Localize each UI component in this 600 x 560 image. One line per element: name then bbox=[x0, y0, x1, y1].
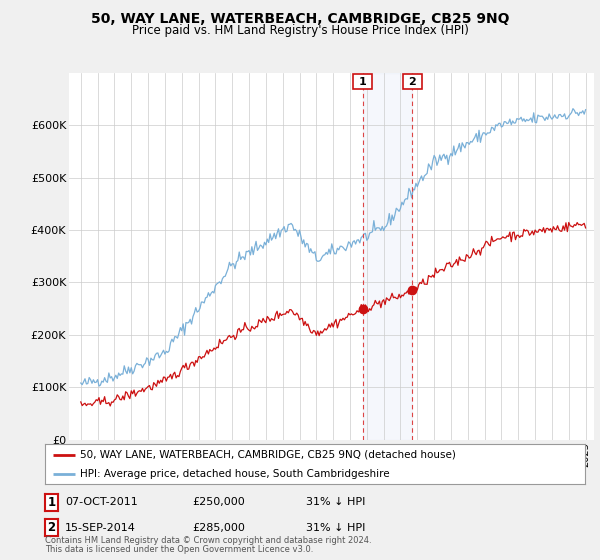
Text: 07-OCT-2011: 07-OCT-2011 bbox=[65, 497, 137, 507]
Text: 31% ↓ HPI: 31% ↓ HPI bbox=[306, 522, 365, 533]
Text: 2: 2 bbox=[409, 77, 416, 87]
Text: Contains HM Land Registry data © Crown copyright and database right 2024.: Contains HM Land Registry data © Crown c… bbox=[45, 536, 371, 545]
FancyBboxPatch shape bbox=[353, 74, 372, 89]
Text: 50, WAY LANE, WATERBEACH, CAMBRIDGE, CB25 9NQ: 50, WAY LANE, WATERBEACH, CAMBRIDGE, CB2… bbox=[91, 12, 509, 26]
Text: 1: 1 bbox=[359, 77, 367, 87]
Text: 50, WAY LANE, WATERBEACH, CAMBRIDGE, CB25 9NQ (detached house): 50, WAY LANE, WATERBEACH, CAMBRIDGE, CB2… bbox=[80, 450, 456, 460]
FancyBboxPatch shape bbox=[403, 74, 422, 89]
Text: £250,000: £250,000 bbox=[192, 497, 245, 507]
Text: Price paid vs. HM Land Registry's House Price Index (HPI): Price paid vs. HM Land Registry's House … bbox=[131, 24, 469, 36]
Text: 1: 1 bbox=[47, 496, 56, 509]
Text: 2: 2 bbox=[47, 521, 56, 534]
Text: HPI: Average price, detached house, South Cambridgeshire: HPI: Average price, detached house, Sout… bbox=[80, 469, 390, 479]
Text: 15-SEP-2014: 15-SEP-2014 bbox=[65, 522, 136, 533]
Bar bbox=[362, 73, 412, 440]
Text: This data is licensed under the Open Government Licence v3.0.: This data is licensed under the Open Gov… bbox=[45, 545, 313, 554]
Text: 31% ↓ HPI: 31% ↓ HPI bbox=[306, 497, 365, 507]
Text: £285,000: £285,000 bbox=[192, 522, 245, 533]
